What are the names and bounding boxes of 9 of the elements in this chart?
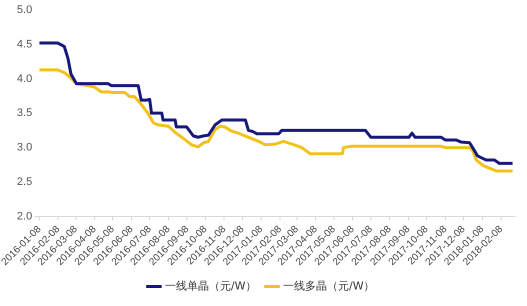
y-tick-label: 2.0 [16,210,32,222]
y-tick-label: 4.5 [16,38,32,50]
legend-label: 一线单晶（元/W） [164,279,257,292]
y-tick-label: 2.5 [16,176,32,188]
y-tick-label: 4.0 [16,72,32,85]
legend-label: 一线多晶（元/W） [283,279,375,292]
y-tick-label: 3.5 [16,107,32,120]
y-tick-label: 5.0 [16,4,32,16]
y-tick-label: 3.0 [16,142,32,154]
